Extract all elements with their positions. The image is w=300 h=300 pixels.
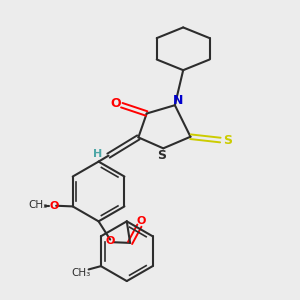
Text: S: S [157, 149, 166, 162]
Text: O: O [136, 216, 146, 226]
Text: O: O [49, 201, 58, 211]
Text: N: N [173, 94, 183, 107]
Text: H: H [93, 149, 102, 159]
Text: S: S [223, 134, 232, 146]
Text: CH₃: CH₃ [28, 200, 47, 210]
Text: O: O [110, 97, 121, 110]
Text: CH₃: CH₃ [71, 268, 91, 278]
Text: O: O [106, 236, 115, 246]
